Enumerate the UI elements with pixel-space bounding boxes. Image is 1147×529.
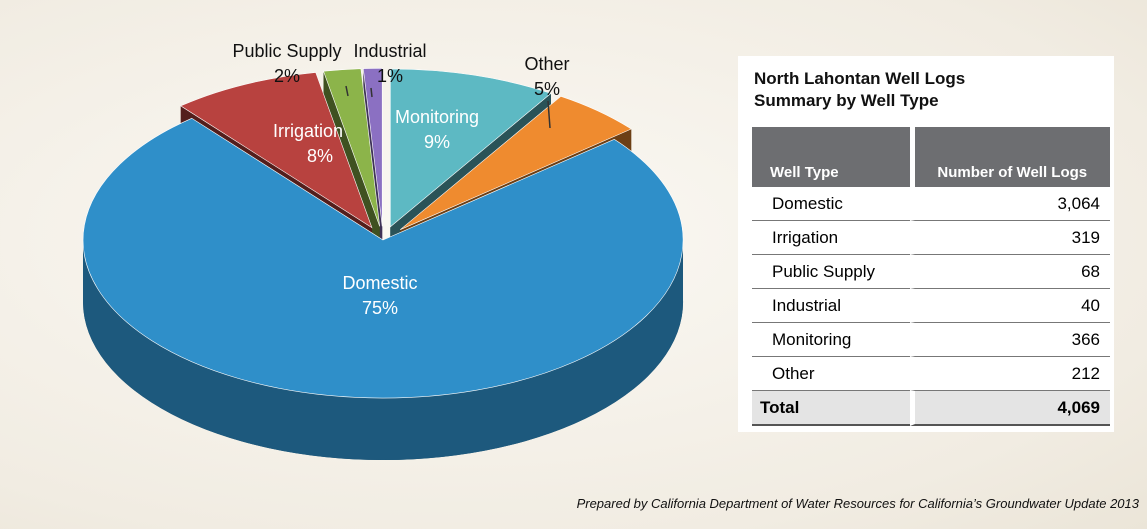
- slice-label: Industrial: [353, 41, 426, 61]
- table-row: Other 212: [752, 357, 1110, 391]
- header-cell: Well Type: [752, 127, 910, 187]
- well-table: Well Type Number of Well Logs Domestic 3,…: [752, 127, 1110, 426]
- title-line: Summary by Well Type: [754, 91, 939, 110]
- table-cell: 212: [909, 357, 1110, 391]
- table-row: Total 4,069: [752, 391, 1110, 426]
- leader-line: [547, 100, 551, 129]
- leader-line: [345, 85, 349, 97]
- slice-value-label: 75%: [362, 298, 398, 318]
- leader-line: [370, 87, 373, 98]
- table-row: Monitoring 366: [752, 323, 1110, 357]
- slice-top: [390, 68, 552, 228]
- slice-label: Irrigation: [273, 121, 343, 141]
- table-row: Public Supply 68: [752, 255, 1110, 289]
- table-row: Industrial 40: [752, 289, 1110, 323]
- slice-label: Public Supply: [232, 41, 341, 61]
- pie-chart: Domestic 75% Irrigation 8% Public Supply 2% In…: [82, 41, 684, 461]
- slice-top: [400, 95, 632, 230]
- table-row: Irrigation 319: [752, 221, 1110, 255]
- slice: [82, 117, 684, 461]
- slice-value-label: 1%: [377, 66, 403, 86]
- table-row: Domestic 3,064: [752, 187, 1110, 221]
- table-cell: 4,069: [909, 391, 1110, 426]
- table-title: North Lahontan Well Logs Summary by Well…: [754, 68, 965, 112]
- table-cell: 319: [909, 221, 1110, 255]
- credit: Prepared by California Department of Wat…: [576, 496, 1139, 511]
- table-cell: 40: [909, 289, 1110, 323]
- table-panel: North Lahontan Well Logs Summary by Well…: [738, 56, 1114, 432]
- slice-label: Monitoring: [395, 107, 479, 127]
- slice-value-label: 5%: [534, 79, 560, 99]
- title-line: North Lahontan Well Logs: [754, 69, 966, 88]
- slice-top: [82, 117, 684, 399]
- table-cell: Monitoring: [752, 323, 910, 357]
- table-cell: Total: [752, 391, 910, 426]
- slice-value-label: 9%: [424, 132, 450, 152]
- slice-top: [180, 72, 373, 229]
- slice-label: Domestic: [342, 273, 417, 293]
- slice-wall: [83, 240, 683, 460]
- table-cell: Public Supply: [752, 255, 910, 289]
- table-cell: 366: [909, 323, 1110, 357]
- header-cell: Number of Well Logs: [909, 127, 1110, 187]
- header-row: Well Type Number of Well Logs: [752, 127, 1110, 187]
- table-body: Domestic 3,064 Irrigation 319 Public Supply 6…: [752, 187, 1110, 426]
- table-cell: Irrigation: [752, 221, 910, 255]
- table-cell: Other: [752, 357, 910, 391]
- slice-label: Other: [524, 54, 569, 74]
- table-cell: Domestic: [752, 187, 910, 221]
- table-cell: 3,064: [909, 187, 1110, 221]
- slice-top: [323, 68, 380, 227]
- table-cell: 68: [909, 255, 1110, 289]
- slice-top: [362, 67, 383, 227]
- slice-value-label: 2%: [274, 66, 300, 86]
- slice-value-label: 8%: [307, 146, 333, 166]
- table-cell: Industrial: [752, 289, 910, 323]
